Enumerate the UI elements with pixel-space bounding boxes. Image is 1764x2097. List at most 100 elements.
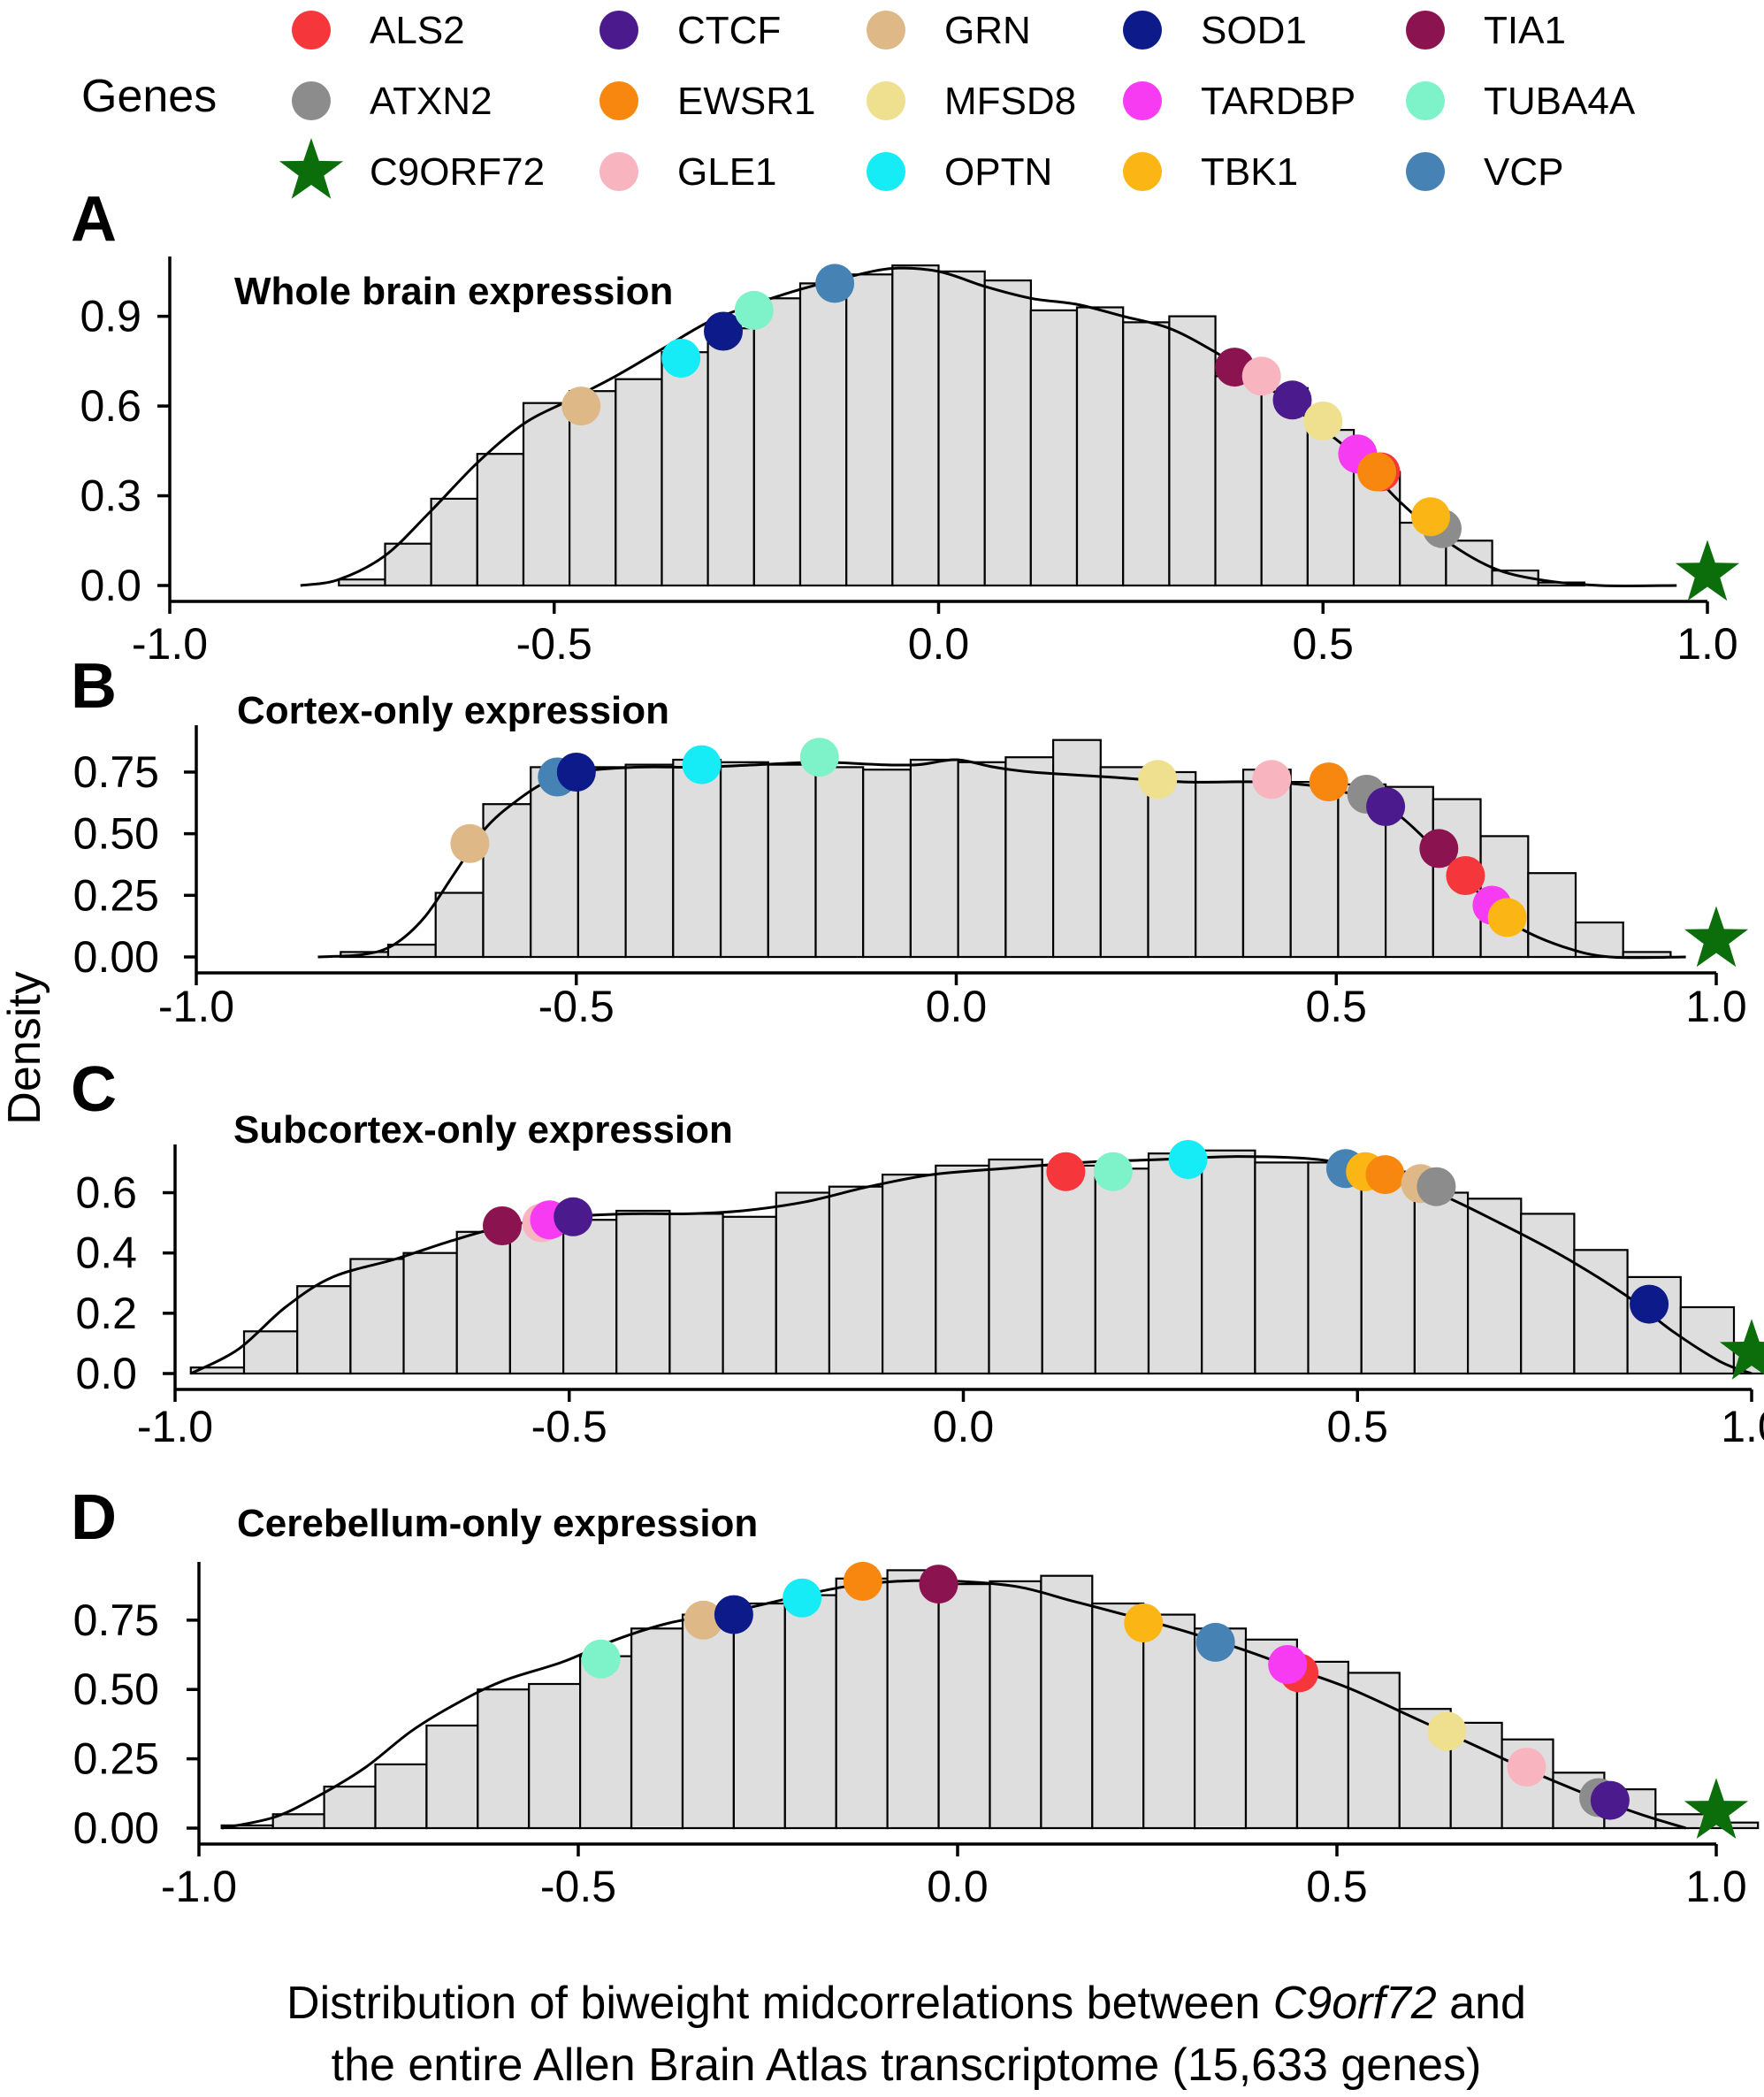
legend-label-optn: OPTN [944, 150, 1052, 194]
gene-dot-als2 [1046, 1152, 1086, 1191]
x-tick-label: 1.0 [1676, 619, 1738, 669]
histogram-bar [624, 763, 675, 959]
legend-dot-tia1 [1406, 11, 1445, 50]
histogram-bar [681, 1613, 736, 1830]
histogram-bar [706, 327, 755, 587]
x-tick-label: -0.5 [531, 1402, 607, 1451]
y-tick-label: 0.50 [73, 809, 159, 859]
histogram-bar [752, 297, 802, 587]
histogram-bar [935, 1164, 990, 1375]
histogram-bar [1527, 872, 1577, 959]
histogram-bar [338, 578, 386, 587]
histogram-bar [983, 279, 1032, 587]
histogram-bar [937, 1582, 991, 1830]
y-tick-label: 0.75 [73, 747, 159, 797]
gene-markers [561, 264, 1740, 601]
gene-dot-tbk1 [1124, 1603, 1164, 1642]
gene-dot-optn [682, 745, 722, 784]
panel-b: B Cortex-only expression 0.00 0.25 0.50 0.75 -… [71, 651, 1749, 1031]
histogram-bar [909, 758, 959, 959]
legend-dot-tbk1 [1123, 152, 1162, 191]
legend-dot-vcp [1406, 152, 1445, 191]
histogram-bar [1041, 1164, 1096, 1375]
x-tick-label: -0.5 [540, 1862, 616, 1911]
gene-dot-atxn2 [1417, 1167, 1456, 1206]
histogram-bar [1147, 770, 1197, 959]
panel-letter: A [71, 184, 117, 255]
histogram-bar [722, 1215, 777, 1375]
panel-title: Cortex-only expression [237, 689, 669, 732]
histogram-bar [1195, 780, 1244, 959]
histogram-bar [1099, 766, 1149, 959]
histogram-bar [455, 1230, 512, 1375]
gene-dot-tuba4a [1093, 1152, 1133, 1191]
legend-dot-grn [867, 11, 905, 50]
gene-dot-mfsd8 [1138, 760, 1178, 800]
x-tick-label: -1.0 [161, 1862, 237, 1911]
y-tick-label: 0.3 [80, 471, 141, 521]
y-tick-label: 0.6 [80, 381, 141, 431]
gene-star-c9orf72 [1684, 1778, 1749, 1839]
gene-dot-tia1 [1419, 829, 1459, 869]
histogram-bar [425, 1724, 479, 1830]
caption-gene: C9orf72 [1273, 1978, 1437, 2029]
panel-title: Whole brain expression [234, 270, 673, 313]
legend-label-ewsr1: EWSR1 [677, 80, 815, 123]
y-tick-label: 0.25 [73, 870, 159, 920]
histogram-bar [767, 763, 817, 959]
histogram-bar [668, 1213, 724, 1375]
legend-label-ctcf: CTCF [677, 9, 781, 52]
histogram-bar [798, 282, 848, 587]
legend-dot-als2 [292, 11, 331, 50]
gene-dot-tardbp [1268, 1645, 1308, 1684]
gene-dot-vcp [815, 264, 855, 303]
histogram-bar [561, 1219, 618, 1375]
y-tick-label: 0.4 [75, 1228, 137, 1278]
legend-label-c9orf72: C9ORF72 [370, 150, 545, 194]
histogram-bar [1122, 321, 1171, 587]
gene-dot-sod1 [704, 311, 743, 351]
histogram-bars [220, 1569, 1760, 1830]
histogram-bar [1193, 1627, 1248, 1830]
gene-dot-vcp [1195, 1622, 1235, 1662]
panel-letter: D [71, 1482, 117, 1553]
histogram-bar [578, 1655, 633, 1830]
panel-c: C Subcortex-only expression 0.0 0.2 0.4 0.6 -1… [71, 1054, 1764, 1451]
histogram-bar [1040, 1574, 1094, 1830]
gene-dot-optn [1168, 1140, 1208, 1179]
histogram-bar [1289, 780, 1340, 959]
histogram-bars [189, 1149, 1764, 1375]
legend-label-atxn2: ATXN2 [370, 80, 493, 123]
gene-dot-ewsr1 [1357, 452, 1397, 492]
histogram-bar [434, 892, 485, 959]
caption-suffix: and [1437, 1978, 1526, 2029]
histogram-bar [1147, 1152, 1203, 1375]
histogram-bar [522, 402, 571, 587]
histogram-bars [338, 264, 1585, 587]
x-tick-label: 1.0 [1721, 1402, 1764, 1451]
gene-dot-sod1 [556, 753, 596, 792]
legend-dot-tardbp [1123, 81, 1162, 120]
histogram-bar [937, 270, 986, 587]
legend-label-grn: GRN [944, 9, 1031, 52]
y-tick-label: 0.00 [73, 1803, 159, 1853]
histogram-bar [1004, 756, 1055, 959]
histogram-bar [845, 273, 894, 587]
y-tick-label: 0.25 [73, 1734, 159, 1784]
caption-prefix: Distribution of biweight midcorrelations… [286, 1978, 1273, 2029]
histogram-bar [732, 1602, 786, 1830]
histogram-bar [1254, 1161, 1310, 1375]
x-tick-label: 0.5 [1305, 982, 1367, 1031]
gene-dot-tuba4a [799, 738, 839, 777]
y-tick-label: 0.50 [73, 1665, 159, 1714]
x-tick-label: 1.0 [1685, 1862, 1747, 1911]
histogram-bar [386, 943, 437, 959]
gene-markers [483, 1140, 1764, 1380]
gene-dot-grn [561, 386, 601, 426]
x-tick-label: -0.5 [516, 619, 592, 669]
legend-label-tbk1: TBK1 [1201, 150, 1298, 194]
gene-dot-optn [661, 339, 701, 378]
gene-dot-mfsd8 [1303, 402, 1343, 440]
x-tick-label: -1.0 [137, 1402, 213, 1451]
